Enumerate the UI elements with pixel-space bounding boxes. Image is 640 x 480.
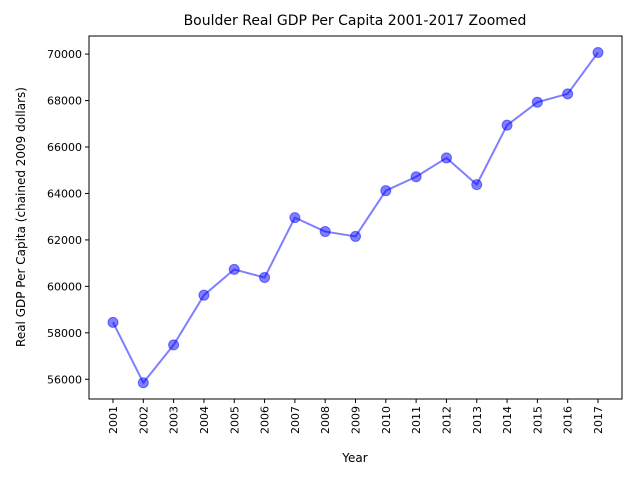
data-point	[350, 230, 361, 242]
x-axis: 2001 2002 2003 2004 2005 2006 2007 2008 2009 2010…	[107, 399, 605, 434]
x-tick-label: 2013	[471, 406, 484, 434]
x-tick-label: 2014	[501, 406, 514, 434]
data-point	[228, 263, 240, 275]
y-tick-label: 58000	[47, 327, 82, 340]
y-axis-label: Real GDP Per Capita (chained 2009 dollar…	[14, 87, 28, 347]
x-tick-label: 2011	[410, 406, 423, 434]
x-tick-label: 2005	[228, 406, 241, 434]
x-tick-label: 2004	[198, 406, 211, 434]
x-tick-label: 2002	[137, 406, 150, 434]
y-tick-label: 70000	[47, 48, 82, 61]
data-point	[380, 185, 392, 197]
y-tick-label: 66000	[47, 141, 82, 154]
x-tick-label: 2012	[440, 406, 453, 434]
data-point	[198, 289, 210, 301]
data-point	[137, 377, 149, 389]
data-point	[471, 179, 483, 191]
data-point	[168, 339, 180, 351]
x-tick-label: 2009	[350, 406, 363, 434]
y-tick-label: 60000	[47, 280, 82, 293]
y-axis: 56000 58000 60000 62000 64000 66000 68000 70000	[47, 48, 89, 386]
y-tick-label: 68000	[47, 95, 82, 108]
x-tick-label: 2003	[168, 406, 181, 434]
chart-title: Boulder Real GDP Per Capita 2001-2017 Zo…	[184, 13, 527, 29]
data-point	[562, 88, 574, 100]
y-tick-label: 56000	[47, 373, 82, 386]
data-point	[592, 46, 604, 58]
series-line	[112, 51, 599, 384]
data-point	[440, 152, 452, 164]
plot-area	[107, 46, 604, 389]
data-point	[410, 171, 422, 183]
x-tick-label: 2017	[592, 406, 605, 434]
y-tick-label: 64000	[47, 187, 82, 200]
x-tick-label: 2015	[531, 406, 544, 434]
data-point	[107, 316, 119, 328]
x-tick-label: 2006	[259, 406, 272, 434]
data-point	[531, 96, 543, 108]
data-point	[319, 226, 331, 238]
data-point	[289, 212, 301, 224]
y-tick-label: 62000	[47, 234, 82, 247]
data-point	[501, 119, 513, 131]
x-tick-label: 2007	[289, 406, 302, 434]
x-tick-label: 2001	[107, 406, 120, 434]
x-tick-label: 2016	[562, 406, 575, 434]
x-tick-label: 2008	[319, 406, 332, 434]
data-point	[259, 272, 271, 284]
x-axis-label: Year	[341, 451, 367, 465]
x-tick-label: 2010	[380, 406, 393, 434]
